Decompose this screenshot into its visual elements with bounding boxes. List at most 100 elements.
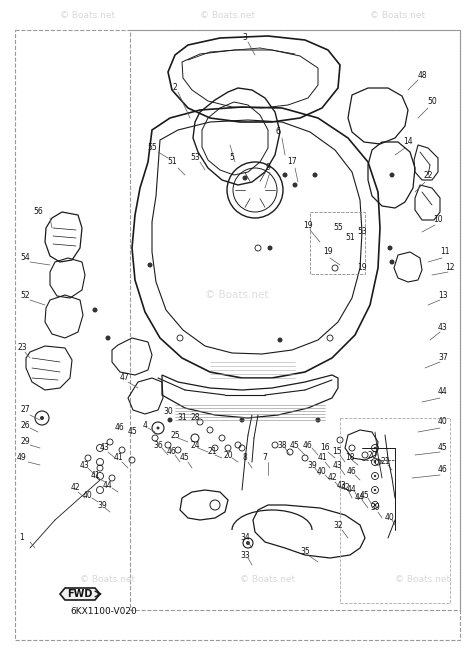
Text: 46: 46 [347, 468, 357, 476]
Text: 7: 7 [263, 454, 267, 462]
Text: 40: 40 [317, 468, 327, 476]
Text: 37: 37 [438, 354, 448, 362]
Text: 31: 31 [177, 413, 187, 423]
Circle shape [388, 245, 392, 251]
Text: © Boats.net: © Boats.net [395, 576, 450, 584]
Circle shape [246, 541, 250, 545]
Text: 54: 54 [20, 253, 30, 263]
Text: 24: 24 [190, 440, 200, 450]
Text: 49: 49 [17, 454, 27, 462]
Bar [310, 212, 365, 274]
Text: 55: 55 [147, 143, 157, 153]
Text: 45: 45 [360, 490, 370, 500]
Circle shape [277, 338, 283, 342]
Text: 21: 21 [380, 458, 390, 466]
Text: © Boats.net: © Boats.net [80, 576, 135, 584]
Text: 43: 43 [100, 444, 110, 452]
Text: 43: 43 [438, 324, 448, 332]
Text: 39: 39 [307, 460, 317, 470]
Text: 45: 45 [438, 444, 448, 452]
Text: 18: 18 [345, 454, 355, 462]
Text: 53: 53 [357, 228, 367, 237]
Text: © Boats.net: © Boats.net [205, 290, 269, 300]
Text: 26: 26 [20, 421, 30, 429]
Text: 20: 20 [223, 450, 233, 460]
Text: 44: 44 [438, 387, 448, 397]
Text: 43: 43 [337, 480, 347, 490]
Text: 46: 46 [115, 423, 125, 433]
Text: 25: 25 [170, 431, 180, 440]
Text: 9: 9 [265, 163, 271, 172]
Text: 39: 39 [97, 500, 107, 509]
Text: 52: 52 [20, 291, 30, 299]
Text: 43: 43 [333, 460, 343, 470]
Circle shape [390, 259, 394, 265]
Text: 40: 40 [438, 417, 448, 427]
Circle shape [283, 172, 288, 178]
Text: 42: 42 [327, 474, 337, 482]
Text: 15: 15 [332, 448, 342, 456]
Bar [340, 418, 450, 603]
Circle shape [374, 489, 376, 491]
Text: 34: 34 [240, 533, 250, 543]
Text: 36: 36 [153, 440, 163, 450]
Text: 19: 19 [303, 220, 313, 230]
Text: 12: 12 [445, 263, 455, 273]
Circle shape [312, 172, 318, 178]
Text: 4: 4 [143, 421, 147, 429]
Text: 30: 30 [163, 407, 173, 417]
Text: 2: 2 [173, 84, 177, 92]
Circle shape [316, 417, 320, 423]
Text: 19: 19 [323, 247, 333, 257]
Text: 40: 40 [83, 490, 93, 500]
Bar [130, 30, 460, 610]
Circle shape [292, 182, 298, 188]
Text: © Boats.net: © Boats.net [240, 576, 295, 584]
Text: 56: 56 [33, 208, 43, 216]
Text: 55: 55 [333, 224, 343, 232]
Text: 19: 19 [357, 263, 367, 273]
Text: 16: 16 [320, 444, 330, 452]
Circle shape [239, 417, 245, 423]
Circle shape [390, 172, 394, 178]
Text: 53: 53 [190, 153, 200, 163]
Circle shape [147, 263, 153, 267]
Circle shape [374, 461, 376, 463]
Text: 27: 27 [20, 405, 30, 415]
Text: 21: 21 [207, 448, 217, 456]
Text: 1: 1 [19, 533, 24, 543]
Circle shape [267, 245, 273, 251]
Text: 48: 48 [417, 70, 427, 80]
Text: 46: 46 [438, 466, 448, 474]
Text: 13: 13 [438, 291, 448, 299]
Text: 50: 50 [427, 98, 437, 107]
Text: 43: 43 [80, 460, 90, 470]
Text: 38: 38 [277, 440, 287, 450]
Text: 44: 44 [103, 480, 113, 490]
Text: 41: 41 [90, 470, 100, 480]
Polygon shape [60, 588, 100, 600]
Text: 42: 42 [340, 484, 350, 492]
Text: 11: 11 [440, 247, 450, 257]
Text: 29: 29 [20, 438, 30, 446]
Text: 6KX1100-V020: 6KX1100-V020 [70, 608, 137, 616]
Text: 14: 14 [403, 137, 413, 147]
Text: 17: 17 [287, 157, 297, 167]
Circle shape [374, 475, 376, 477]
Text: 23: 23 [17, 344, 27, 352]
Text: 51: 51 [345, 234, 355, 243]
Text: 8: 8 [243, 454, 247, 462]
Text: 46: 46 [167, 448, 177, 456]
Text: 22: 22 [423, 170, 433, 180]
Text: 42: 42 [70, 484, 80, 492]
Text: 41: 41 [317, 454, 327, 462]
Text: © Boats.net: © Boats.net [60, 11, 115, 19]
Text: 44: 44 [355, 494, 365, 502]
Text: FWD: FWD [67, 589, 93, 599]
Text: 41: 41 [113, 454, 123, 462]
Text: 20: 20 [367, 450, 377, 460]
Text: 51: 51 [167, 157, 177, 167]
Circle shape [106, 336, 110, 340]
Text: 46: 46 [303, 440, 313, 450]
Text: 44: 44 [347, 486, 357, 494]
